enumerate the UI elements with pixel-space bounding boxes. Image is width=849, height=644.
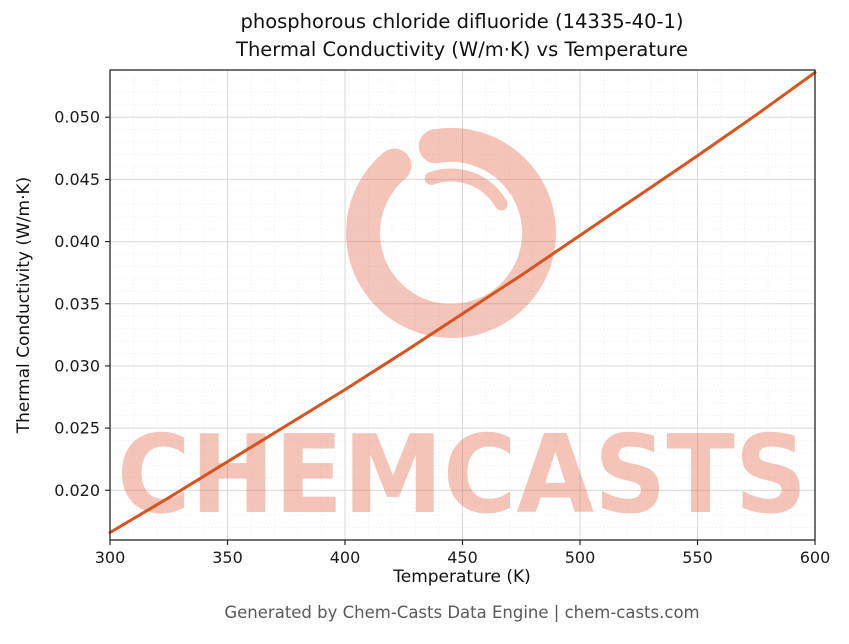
y-tick-label: 0.035 — [54, 294, 100, 313]
y-tick-label: 0.040 — [54, 232, 100, 251]
y-tick-label: 0.050 — [54, 108, 100, 127]
y-tick-label: 0.030 — [54, 356, 100, 375]
x-tick-label: 350 — [212, 548, 243, 567]
x-tick-label: 450 — [447, 548, 478, 567]
y-tick-label: 0.025 — [54, 419, 100, 438]
y-axis-label: Thermal Conductivity (W/m·K) — [14, 176, 34, 434]
x-axis-label: Temperature (K) — [393, 567, 531, 587]
chart-title-line1: phosphorous chloride difluoride (14335-4… — [240, 10, 684, 33]
x-tick-label: 400 — [330, 548, 361, 567]
chart-title: phosphorous chloride difluoride (14335-4… — [75, 8, 849, 64]
plot-frame — [109, 69, 816, 541]
x-tick-label: 600 — [800, 548, 831, 567]
x-tick-label: 300 — [95, 548, 126, 567]
chemcasts-watermark: CHEMCASTS — [117, 127, 807, 538]
x-tick-label: 550 — [682, 548, 713, 567]
watermark-text: CHEMCASTS — [117, 413, 807, 538]
data-series — [108, 71, 817, 534]
y-tick-label: 0.020 — [54, 481, 100, 500]
chemcasts-logo-swirl — [424, 168, 508, 211]
data-line — [108, 71, 817, 534]
chart-title-line2: Thermal Conductivity (W/m·K) vs Temperat… — [236, 38, 688, 61]
chemcasts-logo-watermark — [346, 127, 557, 338]
minor-grid — [110, 70, 815, 540]
y-tick-label: 0.045 — [54, 170, 100, 189]
footer-attribution: Generated by Chem-Casts Data Engine | ch… — [224, 603, 700, 622]
axes: 300 350 400 450 500 550 600 0.020 0.025 0.030 0.03… — [54, 69, 831, 567]
x-tick-label: 500 — [565, 548, 596, 567]
